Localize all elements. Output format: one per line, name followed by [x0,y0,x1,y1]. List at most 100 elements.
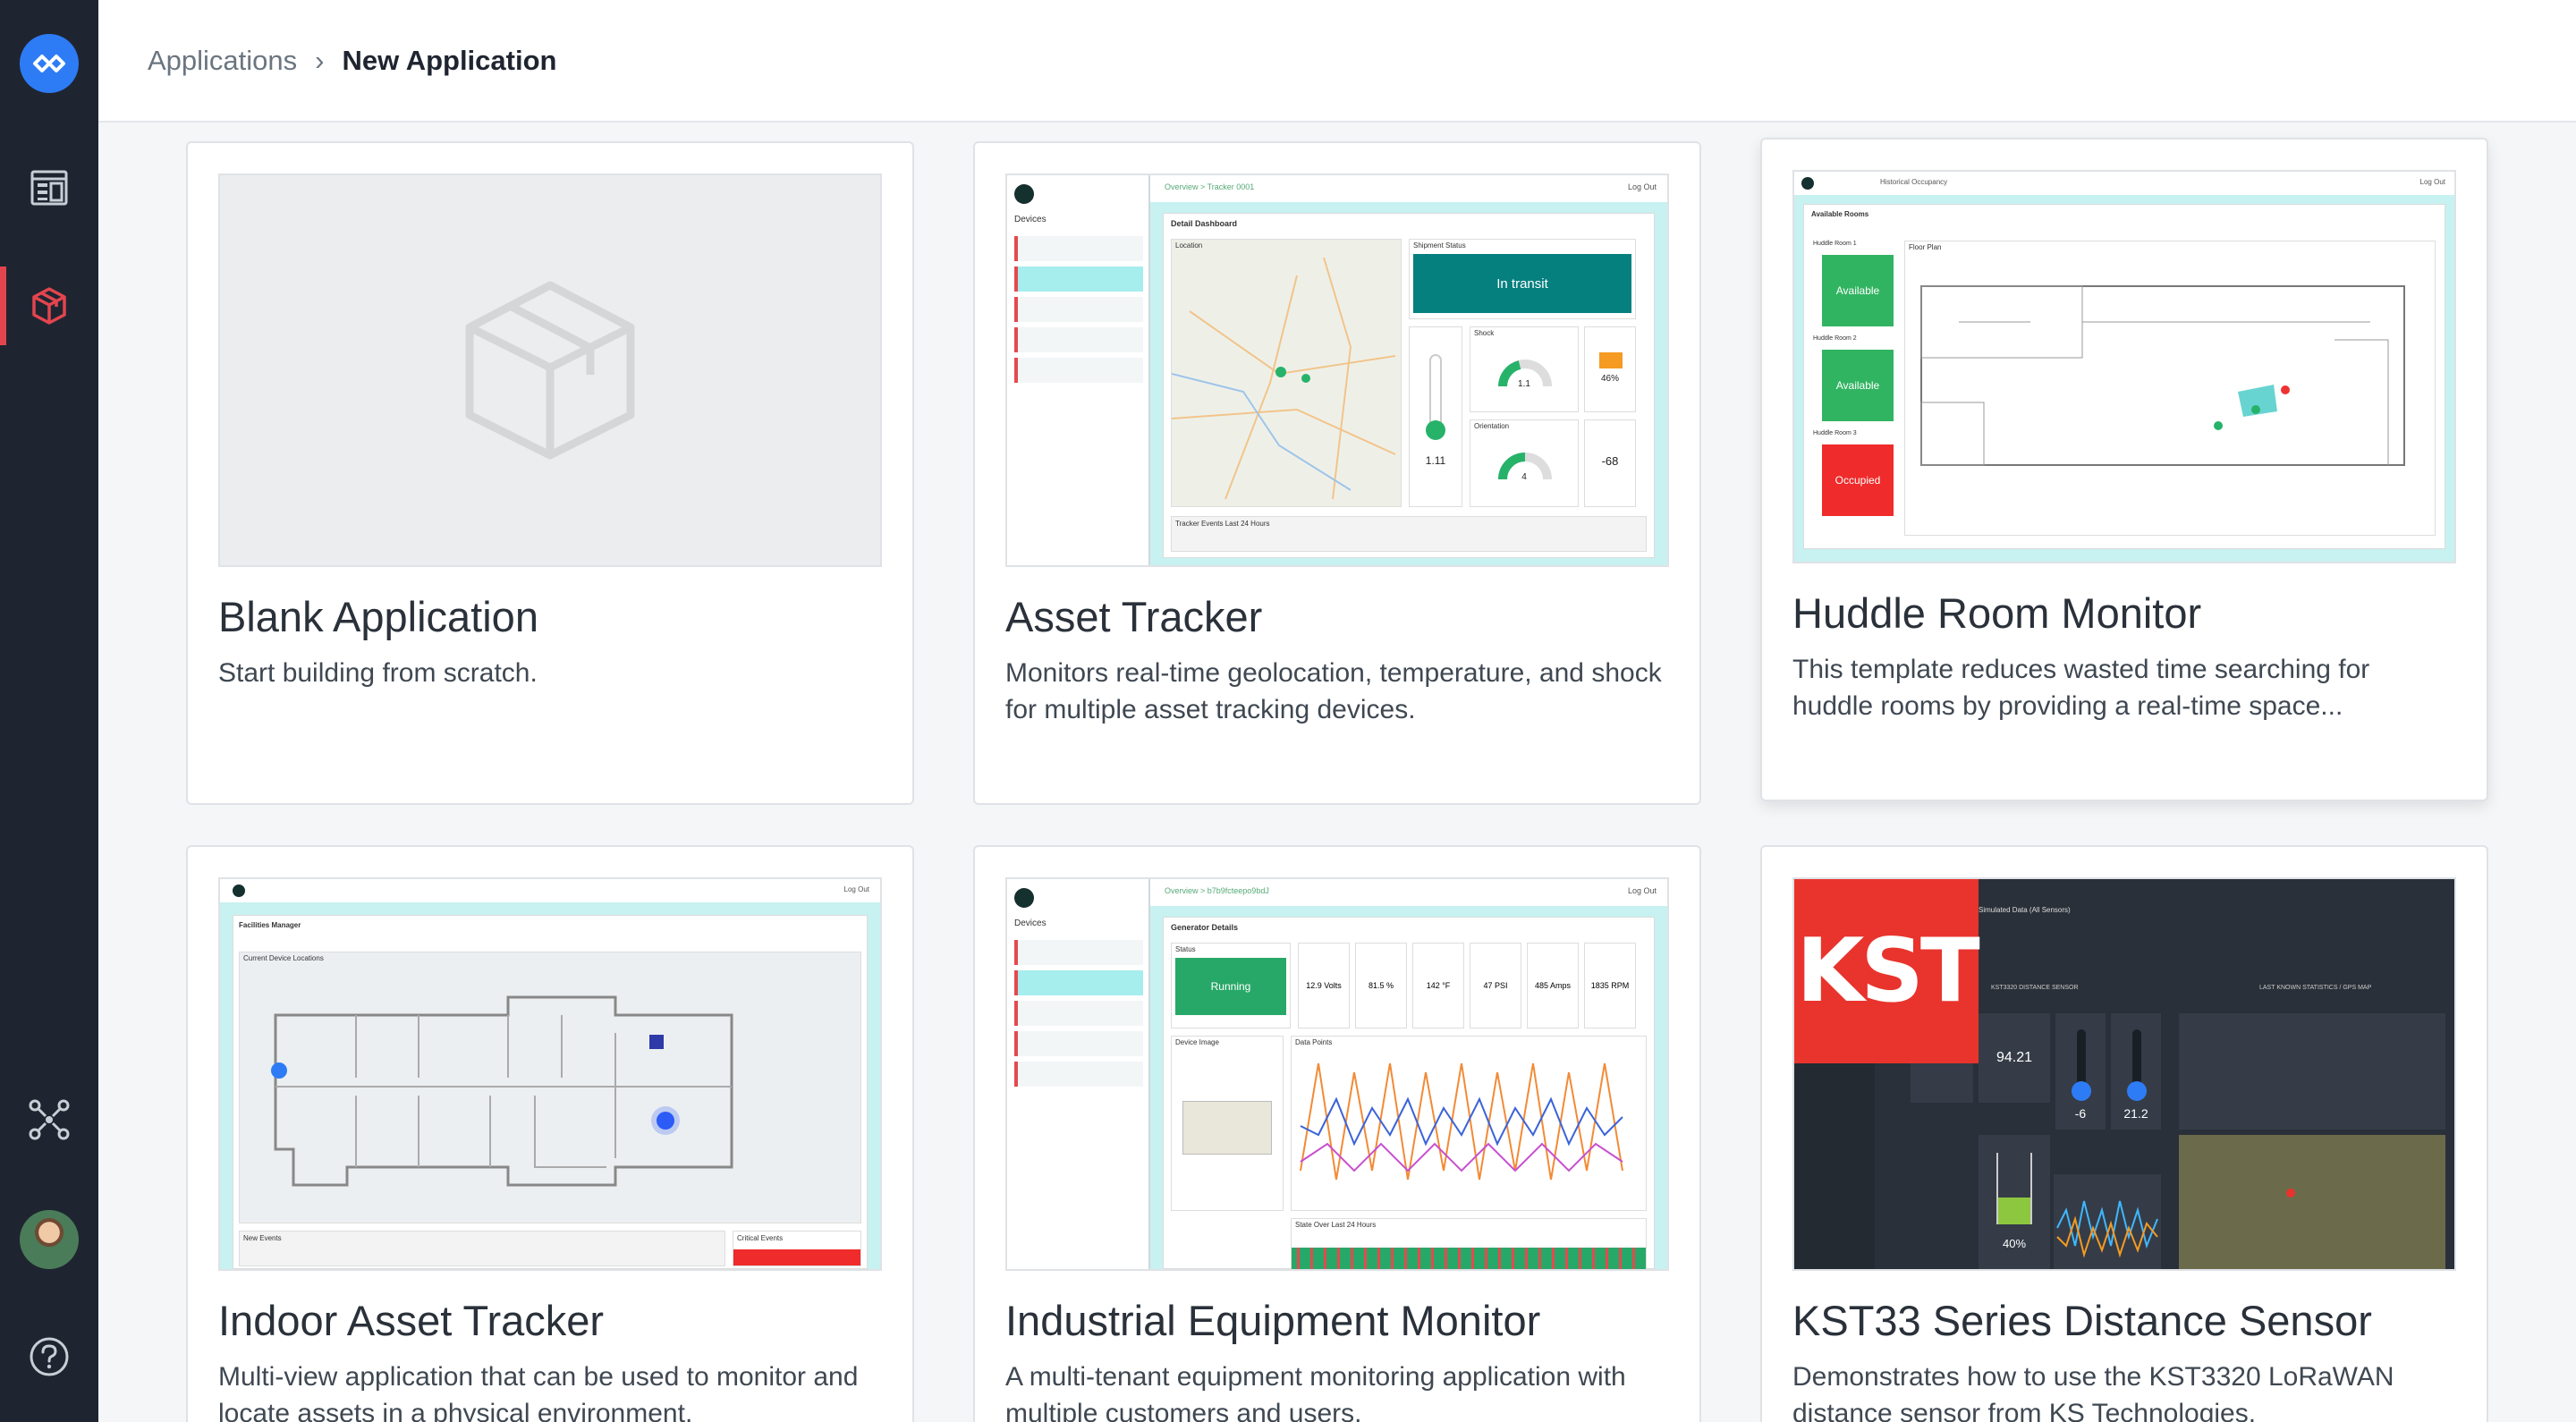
template-title: Indoor Asset Tracker [218,1297,605,1344]
thumb-location-map: Location [1171,239,1402,507]
template-description: A multi-tenant equipment monitoring appl… [1005,1362,1626,1422]
thumb-stat: 47 PSI [1470,943,1521,1028]
template-description: Demonstrates how to use the KST3320 LoRa… [1792,1362,2394,1422]
template-description: Monitors real-time geolocation, temperat… [1005,658,1662,724]
thumb-header: Overview > Tracker 0001 [1165,182,1255,191]
template-thumbnail: Log Out Facilities Manager Current Devic… [218,877,882,1271]
thumb-nav [1794,1063,1875,1269]
user-avatar[interactable] [20,1210,79,1269]
thumb-stat: 485 Amps [1527,943,1579,1028]
breadcrumb-current: New Application [342,44,557,76]
thumb-room-label: Huddle Room 1 [1813,241,1857,247]
thumb-device-row [1014,327,1143,352]
thumb-header: Overview > b7b9fcteepo9bdJ [1165,886,1269,895]
workflow-icon [29,1099,70,1140]
thumb-device-row [1014,1062,1143,1087]
thumb-shock-label: Shock [1474,329,1495,337]
thumb-critical-title: Critical Events [737,1234,784,1242]
thumb-value: 21.2 [2123,1106,2148,1121]
thumb-device-row [1014,1031,1143,1056]
thumb-stat: 81.5 % [1355,943,1407,1028]
thumb-detail-panel: Detail Dashboard Location Shipment Statu… [1163,213,1655,558]
thumb-value: 94.21 [1979,1013,2050,1103]
thumb-orientation-widget: Orientation 4 [1470,419,1579,507]
thumb-topbar: Log Out [220,879,880,902]
template-card-kst33-distance-sensor[interactable]: Simulated Data (All Sensors) KST3320 DIS… [1760,845,2488,1422]
sidebar-item-dashboards[interactable] [0,148,98,227]
thumb-orientation-label: Orientation [1474,422,1510,430]
thumb-status-label: Shipment Status [1413,241,1466,250]
sidebar-item-help[interactable] [0,1317,98,1396]
thumb-map-roads [1172,257,1396,500]
thumb-section-right: LAST KNOWN STATISTICS / GPS MAP [2259,985,2372,991]
thumb-level-widget: 40% [1979,1135,2050,1269]
thumb-battery-value: 46% [1600,374,1619,384]
template-thumbnail [218,174,882,567]
thumb-logo-icon [1801,177,1814,190]
thumb-image-label: Device Image [1175,1038,1219,1046]
template-card-blank-application[interactable]: Blank Application Start building from sc… [186,141,914,805]
thumb-device-row [1014,358,1143,383]
thumb-logo-icon [1014,888,1034,908]
template-description: This template reduces wasted time search… [1792,655,2370,721]
sidebar-item-workflows[interactable] [0,1080,98,1159]
thumb-devices-title: Devices [1014,918,1046,928]
thumb-gps-map [2179,1135,2445,1269]
thumb-events-title: Tracker Events Last 24 Hours [1175,520,1270,528]
thumb-events-table: New Events [239,1231,725,1266]
template-thumbnail: Devices Overview > Tracker 0001 Log Out … [1005,174,1669,567]
template-card-indoor-asset-tracker[interactable]: Log Out Facilities Manager Current Devic… [186,845,914,1422]
thumb-value: 40% [2002,1237,2027,1250]
template-title: Asset Tracker [1005,593,1263,640]
template-card-asset-tracker[interactable]: Devices Overview > Tracker 0001 Log Out … [973,141,1701,805]
thumb-room-status: Available [1822,350,1894,421]
thumb-shock-widget: Shock 1.1 [1470,326,1579,412]
thumb-device-row [1014,970,1143,995]
top-bar: Applications › New Application [98,0,2576,123]
template-card-industrial-equipment-monitor[interactable]: Devices Overview > b7b9fcteepo9bdJ Log O… [973,845,1701,1422]
thumb-stat: 1835 RPM [1584,943,1636,1028]
thumb-shock-value: 1.1 [1518,379,1530,389]
thumb-gauge: 21.2 [2111,1013,2161,1130]
thumb-rooms-panel: Available Rooms Huddle Room 1 Available … [1803,204,2445,549]
thumb-status-value: In transit [1413,254,1631,313]
thumb-logo-icon [233,885,245,897]
thumb-logout: Log Out [2419,178,2445,186]
thumb-device-list: Devices [1007,879,1150,1269]
thumb-stat: 142 °F [1412,943,1464,1028]
thumb-data-points-chart: Data Points [1291,1036,1647,1211]
thumb-status-widget: Status Running [1171,943,1291,1028]
template-thumbnail: Simulated Data (All Sensors) KST3320 DIS… [1792,877,2456,1271]
thumb-status-widget: Shipment Status In transit [1409,239,1636,319]
thumb-logout: Log Out [1627,886,1657,895]
sidebar-item-applications[interactable] [0,267,98,345]
template-description: Multi-view application that can be used … [218,1362,859,1422]
thumb-temp-widget: 1.11 [1409,326,1462,507]
breadcrumb: Applications › New Application [148,45,556,77]
thumb-facilities-panel: Facilities Manager Current Device Locati… [233,915,868,1269]
breadcrumb-separator: › [315,44,325,76]
thumb-floor-svg [1920,285,2405,466]
thumb-section-left: KST3320 DISTANCE SENSOR [1991,985,2079,991]
template-card-huddle-room-monitor[interactable]: Historical Occupancy Log Out Available R… [1760,138,2488,801]
thumb-lines-svg [1300,1062,1623,1181]
kst-logo: KST [1794,879,1980,1063]
thumb-sparkline [2054,1174,2161,1269]
thumb-points-label: Data Points [1295,1038,1333,1046]
thumb-room-status: Available [1822,255,1894,326]
sidebar [0,0,98,1422]
thumb-logo-icon [1014,184,1034,204]
template-title: Blank Application [218,593,538,640]
thumb-stats-table [2179,1013,2445,1130]
template-thumbnail: Historical Occupancy Log Out Available R… [1792,170,2456,563]
thumb-panel-title: Generator Details [1171,923,1239,932]
brand-logo-icon[interactable] [20,34,79,93]
breadcrumb-applications-link[interactable]: Applications [148,44,298,76]
thumb-status-label: Status [1175,945,1196,953]
thumb-state-bar: State Over Last 24 Hours [1291,1218,1647,1269]
thumb-room-status: Occupied [1822,444,1894,516]
thumb-events-table: Tracker Events Last 24 Hours [1171,516,1647,552]
thumb-floor-svg [271,995,733,1187]
dashboard-icon [30,170,68,206]
thumb-panel-title: Available Rooms [1811,210,1869,218]
